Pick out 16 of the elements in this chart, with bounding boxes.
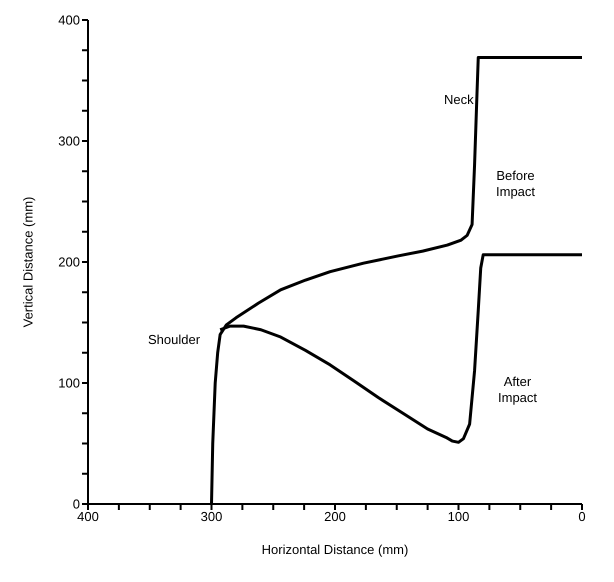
y-tick-label: 300 [58,134,80,149]
y-tick-label: 100 [58,376,80,391]
x-tick-label: 200 [324,509,346,524]
x-tick-label: 100 [448,509,470,524]
annotation: Neck [444,92,474,108]
x-tick-label: 400 [77,509,99,524]
series-label: Before Impact [496,168,536,200]
x-tick-label: 300 [200,509,222,524]
y-axis-title: Vertical Distance (mm) [20,196,36,328]
y-tick-label: 200 [58,254,80,270]
annotation: Shoulder [148,332,200,348]
y-tick-label: 400 [58,12,80,28]
series-label: After Impact [498,374,538,406]
y-tick-label: 0 [72,496,80,512]
x-tick-label: 0 [578,509,586,524]
x-axis-title: Horizontal Distance (mm) [262,542,408,557]
